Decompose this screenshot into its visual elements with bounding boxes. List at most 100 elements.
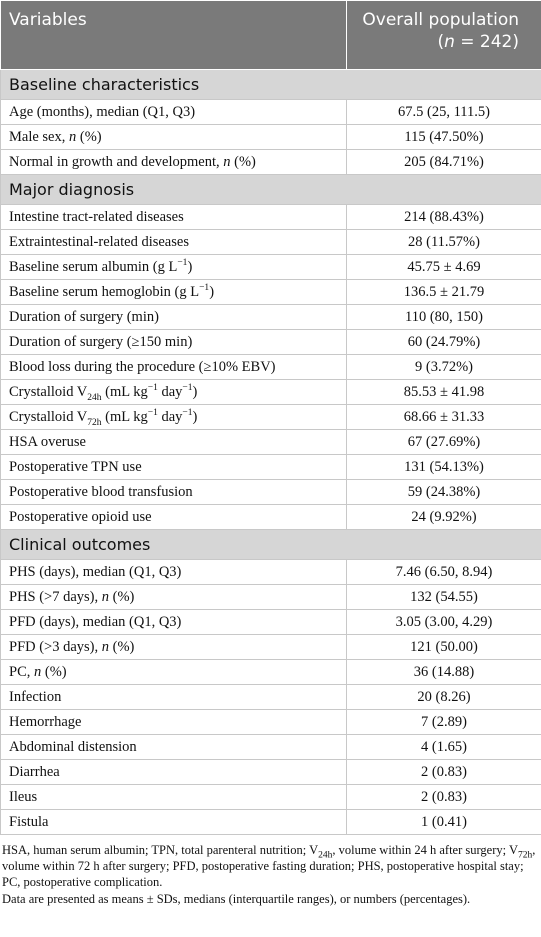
row-value: 24 (9.92%) bbox=[346, 504, 541, 530]
row-value: 110 (80, 150) bbox=[346, 304, 541, 330]
text: , volume within 24 h after surgery; V bbox=[332, 843, 519, 857]
text: (mL kg bbox=[101, 409, 148, 425]
text: n bbox=[34, 664, 42, 680]
row-value: 67.5 (25, 111.5) bbox=[346, 99, 541, 125]
text: Male sex, bbox=[9, 129, 69, 145]
data-row: Duration of surgery (≥150 min) 60 (24.79%… bbox=[0, 329, 541, 355]
row-label: Ileus bbox=[0, 784, 347, 810]
row-value: 45.75 ± 4.69 bbox=[346, 254, 541, 280]
text: ) bbox=[192, 409, 198, 425]
text: Baseline characteristics bbox=[9, 74, 200, 94]
text: = 242) bbox=[454, 32, 519, 52]
data-row: Age (months), median (Q1, Q3) 67.5 (25, 1… bbox=[0, 99, 541, 125]
section-row: Clinical outcomes bbox=[0, 529, 541, 560]
text: Blood loss during the procedure (≥10% EB… bbox=[9, 359, 276, 375]
data-row: HSA overuse 67 (27.69%) bbox=[0, 429, 541, 455]
row-value: 1 (0.41) bbox=[346, 809, 541, 835]
data-row: Hemorrhage 7 (2.89) bbox=[0, 709, 541, 735]
row-value: 205 (84.71%) bbox=[346, 149, 541, 175]
data-row: Duration of surgery (min) 110 (80, 150) bbox=[0, 304, 541, 330]
row-label: Duration of surgery (min) bbox=[0, 304, 347, 330]
row-label: PFD (days), median (Q1, Q3) bbox=[0, 609, 347, 635]
text: Duration of surgery (min) bbox=[9, 309, 159, 325]
data-row: Male sex, n (%) 115 (47.50%) bbox=[0, 124, 541, 150]
text: PC, bbox=[9, 664, 34, 680]
row-value: 7.46 (6.50, 8.94) bbox=[346, 559, 541, 585]
data-row: Normal in growth and development, n (%) 2… bbox=[0, 149, 541, 175]
text: ( bbox=[437, 32, 445, 52]
row-value: 3.05 (3.00, 4.29) bbox=[346, 609, 541, 635]
text: ) bbox=[192, 384, 198, 400]
row-label: Baseline serum albumin (g L−1) bbox=[0, 254, 347, 280]
header-line: (n = 242) bbox=[355, 31, 519, 53]
row-label: Diarrhea bbox=[0, 759, 347, 785]
text: Fistula bbox=[9, 814, 49, 830]
text: (%) bbox=[109, 639, 135, 655]
row-label: Normal in growth and development, n (%) bbox=[0, 149, 347, 175]
text: −1 bbox=[182, 383, 193, 394]
row-label: Postoperative blood transfusion bbox=[0, 479, 347, 505]
row-label: Fistula bbox=[0, 809, 347, 835]
text: Variables bbox=[9, 10, 87, 30]
text: 72h bbox=[518, 850, 533, 861]
data-row: Extraintestinal-related diseases 28 (11.5… bbox=[0, 229, 541, 255]
text: PFD (>3 days), bbox=[9, 639, 102, 655]
text: Baseline serum albumin (g L bbox=[9, 259, 178, 275]
section-title: Major diagnosis bbox=[0, 174, 541, 205]
row-label: Male sex, n (%) bbox=[0, 124, 347, 150]
section-title: Baseline characteristics bbox=[0, 69, 541, 100]
header-cell: Overall population (n = 242) bbox=[346, 0, 541, 70]
data-row: Crystalloid V24h (mL kg−1 day−1) 85.53 ± … bbox=[0, 379, 541, 405]
row-value: 28 (11.57%) bbox=[346, 229, 541, 255]
row-label: PHS (>7 days), n (%) bbox=[0, 584, 347, 610]
row-label: Baseline serum hemoglobin (g L−1) bbox=[0, 279, 347, 305]
row-value: 60 (24.79%) bbox=[346, 329, 541, 355]
text: −1 bbox=[182, 408, 193, 419]
data-row: Diarrhea 2 (0.83) bbox=[0, 759, 541, 785]
text: −1 bbox=[177, 258, 188, 269]
data-row: Ileus 2 (0.83) bbox=[0, 784, 541, 810]
text: Age (months), median (Q1, Q3) bbox=[9, 104, 196, 120]
text: Diarrhea bbox=[9, 764, 60, 780]
row-label: PC, n (%) bbox=[0, 659, 347, 685]
row-value: 20 (8.26) bbox=[346, 684, 541, 710]
text: n bbox=[444, 32, 455, 52]
data-row: Postoperative TPN use 131 (54.13%) bbox=[0, 454, 541, 480]
text: −1 bbox=[199, 283, 210, 294]
row-label: Abdominal distension bbox=[0, 734, 347, 760]
data-row: Postoperative opioid use 24 (9.92%) bbox=[0, 504, 541, 530]
row-value: 36 (14.88) bbox=[346, 659, 541, 685]
data-row: PC, n (%) 36 (14.88) bbox=[0, 659, 541, 685]
text: Duration of surgery (≥150 min) bbox=[9, 334, 193, 350]
text: Ileus bbox=[9, 789, 38, 805]
data-row: Infection 20 (8.26) bbox=[0, 684, 541, 710]
data-row: Postoperative blood transfusion 59 (24.38… bbox=[0, 479, 541, 505]
footnote: Data are presented as means ± SDs, media… bbox=[2, 891, 539, 907]
row-value: 68.66 ± 31.33 bbox=[346, 404, 541, 430]
data-row: Crystalloid V72h (mL kg−1 day−1) 68.66 ± … bbox=[0, 404, 541, 430]
row-label: Postoperative opioid use bbox=[0, 504, 347, 530]
text: PHS (>7 days), bbox=[9, 589, 102, 605]
text: n bbox=[101, 589, 110, 605]
text: , volume within 72 h after surgery; PFD,… bbox=[2, 843, 536, 889]
header-cell: Variables bbox=[0, 0, 347, 70]
text: Major diagnosis bbox=[9, 179, 135, 199]
row-label: PHS (days), median (Q1, Q3) bbox=[0, 559, 347, 585]
row-label: Hemorrhage bbox=[0, 709, 347, 735]
data-row: PHS (days), median (Q1, Q3) 7.46 (6.50, 8… bbox=[0, 559, 541, 585]
text: n bbox=[223, 154, 231, 170]
text: (mL kg bbox=[101, 384, 148, 400]
row-value: 115 (47.50%) bbox=[346, 124, 541, 150]
text: −1 bbox=[147, 383, 158, 394]
data-row: PHS (>7 days), n (%) 132 (54.55) bbox=[0, 584, 541, 610]
text: Intestine tract-related diseases bbox=[9, 209, 184, 225]
text: (%) bbox=[76, 129, 102, 145]
row-value: 67 (27.69%) bbox=[346, 429, 541, 455]
text: 24h bbox=[87, 392, 102, 403]
text: day bbox=[157, 384, 183, 400]
text: (%) bbox=[41, 664, 67, 680]
header-line: Overall population bbox=[355, 9, 519, 31]
row-value: 85.53 ± 41.98 bbox=[346, 379, 541, 405]
text: Crystalloid V bbox=[9, 384, 88, 400]
text: Postoperative TPN use bbox=[9, 459, 142, 475]
